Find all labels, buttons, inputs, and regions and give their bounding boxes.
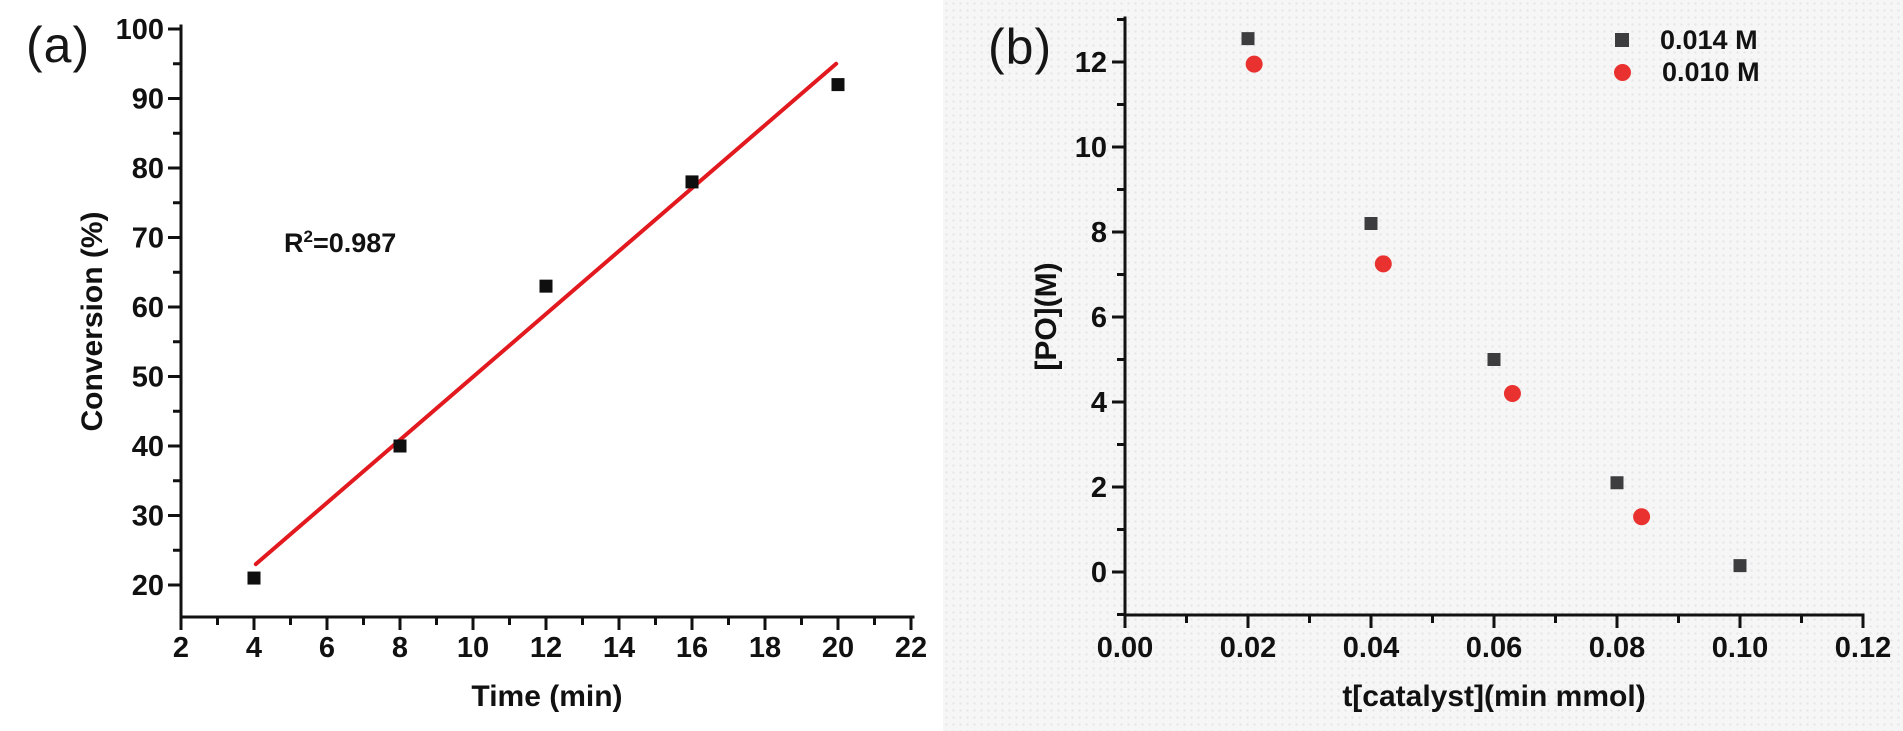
svg-text:8: 8 xyxy=(392,632,408,664)
legend-item-0010M: 0.010 M xyxy=(1614,56,1760,88)
r-squared-annotation: R2=0.987 xyxy=(284,228,396,259)
panel-b-series-0 xyxy=(1241,32,1747,573)
panel-a-axes: 2 4 6 8 10 12 14 16 18 20 22 20 30 40 50 60 70 80 90 100 xyxy=(116,14,928,664)
panel-b-plot: 0.00 0.02 0.04 0.06 0.08 0.10 0.12 0 2 4 6 8 10 12 t[c… xyxy=(1030,16,1891,713)
svg-text:10: 10 xyxy=(457,632,489,664)
data-point-square xyxy=(1241,32,1255,46)
r-squared-base: R xyxy=(284,228,304,258)
svg-text:22: 22 xyxy=(895,632,927,664)
svg-text:90: 90 xyxy=(132,84,164,116)
svg-text:12: 12 xyxy=(1075,47,1107,79)
data-point-square xyxy=(1733,559,1747,573)
data-point-square xyxy=(1364,217,1378,230)
data-point-square xyxy=(247,571,261,585)
legend-label-0014M: 0.014 M xyxy=(1660,24,1758,55)
panel-b-label: (b) xyxy=(988,19,1053,75)
svg-text:0.00: 0.00 xyxy=(1097,632,1153,664)
panel-a-fit-line xyxy=(253,61,839,567)
panel-b-x-axis-title: t[catalyst](min mmol) xyxy=(1342,680,1645,713)
series-0014M-marker-icon xyxy=(1615,33,1629,47)
svg-text:60: 60 xyxy=(132,292,164,324)
panel-b-y-axis-title: [PO](M) xyxy=(1030,262,1063,370)
svg-text:0.06: 0.06 xyxy=(1466,632,1522,664)
svg-text:4: 4 xyxy=(246,632,262,664)
data-point-square xyxy=(539,279,553,293)
svg-text:0.08: 0.08 xyxy=(1589,632,1645,664)
svg-text:80: 80 xyxy=(132,153,164,185)
svg-text:0.02: 0.02 xyxy=(1220,632,1276,664)
svg-text:40: 40 xyxy=(132,431,164,463)
data-point-square xyxy=(831,78,845,92)
svg-text:50: 50 xyxy=(132,362,164,394)
data-point-circle xyxy=(1503,385,1521,402)
legend: 0.014 M 0.010 M xyxy=(1614,24,1760,88)
svg-text:4: 4 xyxy=(1091,387,1107,419)
svg-text:30: 30 xyxy=(132,501,164,533)
svg-text:2: 2 xyxy=(173,632,189,664)
data-point-circle xyxy=(1374,255,1392,273)
svg-text:20: 20 xyxy=(132,570,164,602)
panel-b-textured-background xyxy=(943,0,1903,731)
svg-text:2: 2 xyxy=(1091,472,1107,504)
r-squared-value: =0.987 xyxy=(312,228,397,258)
svg-text:0.12: 0.12 xyxy=(1835,632,1891,664)
legend-label-0010M: 0.010 M xyxy=(1662,56,1760,87)
svg-text:14: 14 xyxy=(603,632,635,664)
data-point-square xyxy=(393,439,407,453)
svg-text:20: 20 xyxy=(822,632,854,664)
svg-text:10: 10 xyxy=(1075,132,1107,164)
data-point-square xyxy=(685,175,699,189)
svg-text:70: 70 xyxy=(132,223,164,255)
svg-text:8: 8 xyxy=(1091,217,1107,249)
svg-text:12: 12 xyxy=(530,632,562,664)
r-squared-superscript: 2 xyxy=(303,227,313,246)
panel-b-axes: 0.00 0.02 0.04 0.06 0.08 0.10 0.12 0 2 4 6 8 10 12 xyxy=(1075,16,1891,664)
panel-a-label: (a) xyxy=(26,17,91,73)
panel-a-series-0 xyxy=(247,78,845,585)
svg-text:0: 0 xyxy=(1091,557,1107,589)
svg-text:6: 6 xyxy=(1091,302,1107,334)
panel-b-series-1 xyxy=(1245,55,1651,526)
panel-a-plot: 2 4 6 8 10 12 14 16 18 20 22 20 30 40 50 60 70 80 90 100 Tim… xyxy=(76,14,927,713)
panel-a-y-axis-title: Conversion (%) xyxy=(76,211,109,431)
legend-item-0014M: 0.014 M xyxy=(1615,24,1760,56)
series-0010M-marker-icon xyxy=(1614,63,1631,81)
svg-text:0.10: 0.10 xyxy=(1712,632,1768,664)
data-point-square xyxy=(1487,353,1501,366)
svg-text:6: 6 xyxy=(319,632,335,664)
data-point-square xyxy=(1610,476,1624,490)
panel-a-x-axis-title: Time (min) xyxy=(471,680,622,713)
svg-text:0.04: 0.04 xyxy=(1343,632,1399,664)
svg-text:100: 100 xyxy=(116,14,164,46)
data-point-circle xyxy=(1633,508,1651,526)
data-point-circle xyxy=(1245,55,1263,73)
svg-text:18: 18 xyxy=(749,632,781,664)
svg-text:16: 16 xyxy=(676,632,708,664)
